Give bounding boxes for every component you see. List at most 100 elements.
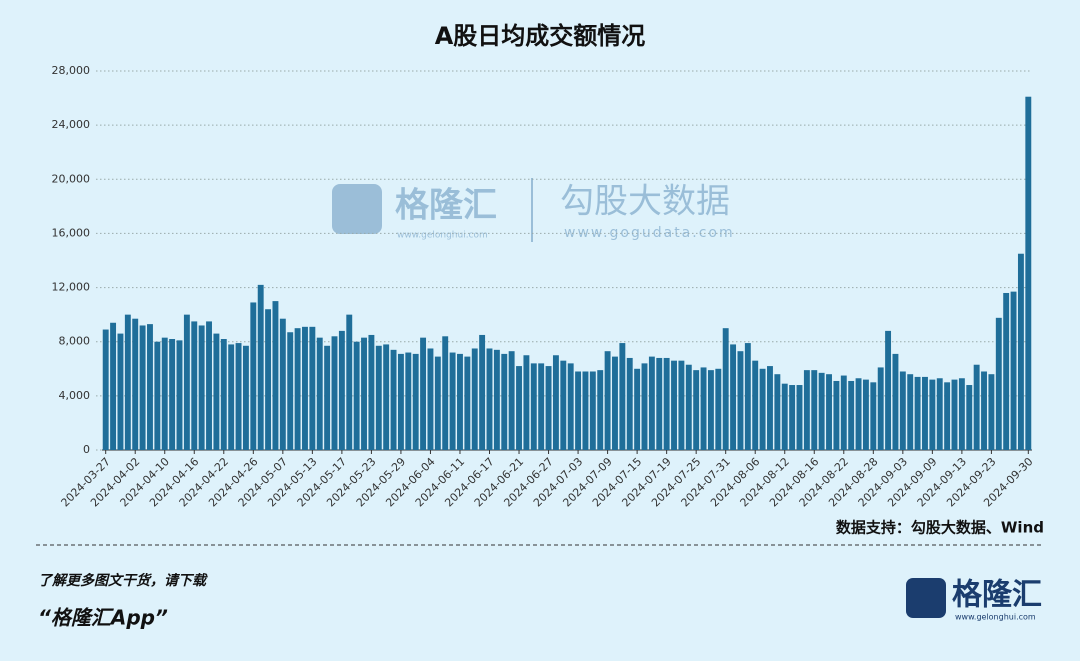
- bar: [789, 385, 796, 450]
- bar: [597, 370, 604, 450]
- bar: [257, 284, 264, 450]
- footer-line2: “格隆汇App”: [38, 606, 168, 630]
- bar: [663, 357, 670, 450]
- footer-logo-icon: [906, 578, 946, 618]
- bar: [1003, 292, 1010, 450]
- bar: [840, 375, 847, 450]
- bar: [331, 336, 338, 450]
- bar: [154, 341, 161, 450]
- bar: [700, 367, 707, 450]
- bar: [744, 343, 751, 450]
- bar: [213, 333, 220, 450]
- bar: [124, 314, 131, 450]
- footer-logo: 格隆汇: [952, 578, 1042, 613]
- bar: [368, 334, 375, 450]
- y-tick-label: 20,000: [52, 172, 91, 185]
- bar: [383, 344, 390, 450]
- bar: [235, 343, 242, 450]
- bar: [604, 351, 611, 450]
- bar: [346, 314, 353, 450]
- watermark: 格隆汇 www.gelonghui.com 勾股大数据 www.gogudata…: [332, 178, 733, 242]
- bar: [752, 360, 759, 450]
- bar: [848, 380, 855, 450]
- bar: [722, 328, 729, 450]
- bar: [877, 367, 884, 450]
- bar: [110, 322, 117, 450]
- bar: [434, 356, 441, 450]
- bar: [567, 363, 574, 450]
- bar: [862, 379, 869, 450]
- bar: [899, 371, 906, 450]
- bar: [420, 337, 427, 450]
- y-tick-label: 8,000: [59, 335, 91, 348]
- bar: [737, 351, 744, 450]
- bar: [855, 378, 862, 450]
- bar: [530, 363, 537, 450]
- bar: [648, 356, 655, 450]
- bar: [552, 355, 559, 450]
- bar: [169, 339, 176, 450]
- bar: [516, 366, 522, 450]
- bar: [914, 376, 921, 450]
- bar: [508, 351, 515, 450]
- bar: [929, 379, 936, 450]
- watermark-icon: [332, 184, 382, 234]
- bar: [117, 333, 124, 450]
- bar: [626, 357, 633, 450]
- bar: [936, 378, 943, 450]
- bar: [353, 341, 360, 450]
- source: 数据支持：勾股大数据、Wind: [836, 519, 1044, 537]
- bar: [907, 374, 914, 450]
- footer-line1: 了解更多图文干货，请下载: [38, 572, 208, 589]
- bar: [641, 363, 648, 450]
- bar: [951, 379, 958, 450]
- bar: [678, 360, 685, 450]
- bar: [338, 330, 345, 450]
- y-tick-label: 0: [83, 443, 90, 456]
- bar: [397, 353, 404, 450]
- bar: [1010, 291, 1017, 450]
- bar: [412, 353, 419, 450]
- bar: [449, 352, 456, 450]
- bar: [501, 353, 508, 450]
- bar: [265, 309, 272, 450]
- bar: [833, 380, 840, 450]
- y-tick-label: 28,000: [52, 64, 91, 77]
- bar: [796, 385, 803, 450]
- bar: [818, 372, 825, 450]
- bar: [693, 370, 700, 450]
- y-tick-label: 4,000: [59, 389, 91, 402]
- bar: [685, 364, 692, 450]
- bar: [206, 321, 212, 450]
- bar: [147, 324, 153, 450]
- bar: [183, 314, 190, 450]
- bar: [538, 363, 545, 450]
- bar: [139, 325, 146, 450]
- bar: [988, 374, 995, 450]
- bar: [375, 345, 382, 450]
- bar: [826, 374, 832, 450]
- bar: [582, 371, 589, 450]
- bar: [1017, 253, 1024, 450]
- bar: [715, 368, 722, 450]
- bar: [228, 344, 235, 450]
- bar: [427, 348, 434, 450]
- bar: [589, 371, 596, 450]
- bar: [442, 336, 449, 450]
- bar: [287, 332, 294, 450]
- bar: [102, 329, 109, 450]
- bar: [958, 378, 965, 450]
- bar: [885, 330, 892, 450]
- bar: [811, 370, 818, 450]
- chart-title: A股日均成交额情况: [435, 22, 646, 50]
- bar: [302, 326, 308, 450]
- bar: [560, 360, 567, 450]
- bar: [656, 357, 663, 450]
- y-tick-label: 16,000: [52, 226, 91, 239]
- footer-logo-url: www.gelonghui.com: [955, 613, 1036, 622]
- bar: [1025, 96, 1032, 450]
- bar: [619, 343, 626, 450]
- bar: [767, 366, 773, 450]
